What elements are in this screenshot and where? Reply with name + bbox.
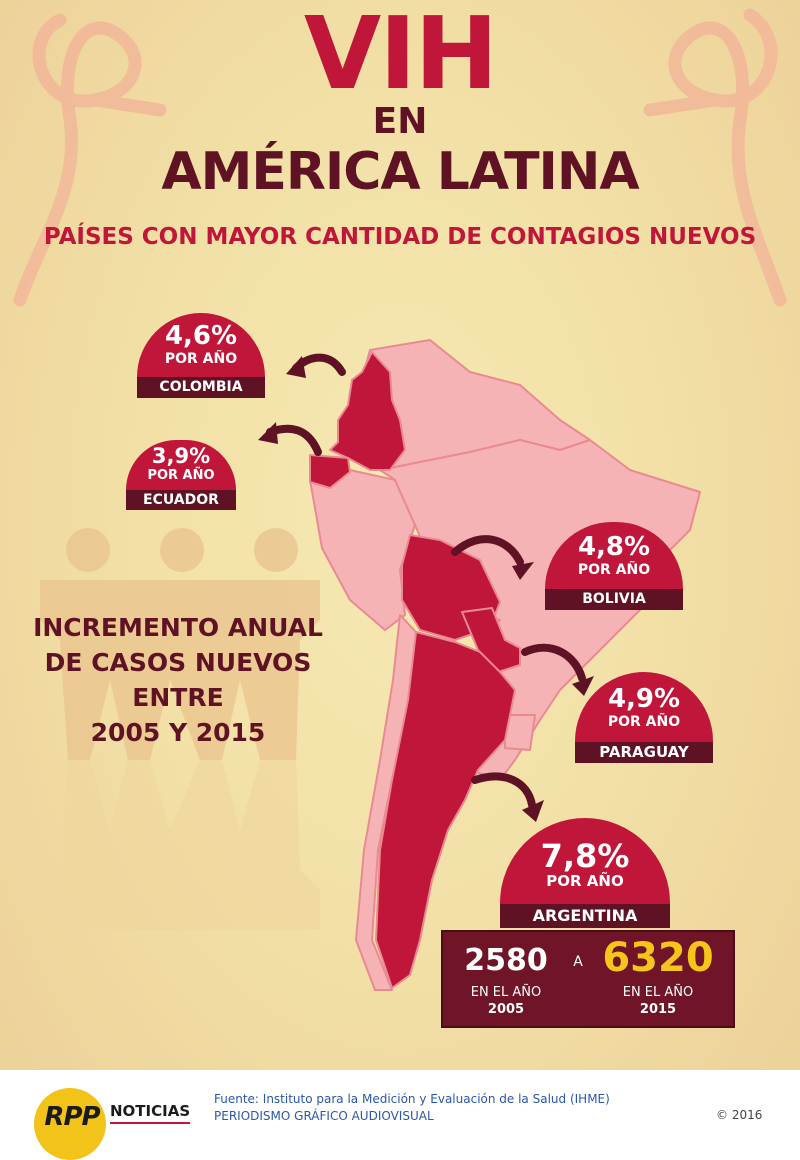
cases-connector: A	[573, 954, 583, 970]
ribbon-left-icon	[13, 13, 167, 307]
title-region: AMÉRICA LATINA	[161, 142, 639, 202]
title-connector: EN	[372, 101, 428, 142]
increment-description: INCREMENTO ANUAL DE CASOS NUEVOS ENTRE 2…	[18, 610, 338, 750]
cases-2005-year: 2005	[487, 1002, 525, 1017]
badge-paraguay-country: PARAGUAY	[575, 742, 713, 763]
badge-ecuador-per-year: POR AÑO	[147, 468, 215, 483]
badge-colombia-per-year: POR AÑO	[164, 351, 238, 367]
badge-ecuador-value: 3,9%	[151, 444, 211, 468]
arrow-paraguay-icon	[521, 643, 586, 682]
badge-colombia: 4,6% POR AÑO COLOMBIA	[137, 313, 265, 398]
page-title: VIH	[303, 0, 498, 112]
badge-colombia-value: 4,6%	[164, 321, 238, 351]
rpp-logo-text: RPP	[44, 1102, 100, 1132]
badge-ecuador-country: ECUADOR	[126, 490, 236, 510]
cases-2005-value: 2580	[464, 943, 548, 978]
source-text: Fuente: Instituto para la Medición y Eva…	[214, 1092, 610, 1106]
argentina-cases-box: 2580 A 6320 EN EL AÑO 2005 EN EL AÑO 201…	[441, 930, 735, 1028]
rpp-logo-icon	[34, 1088, 106, 1160]
cases-2005-year-label: EN EL AÑO	[470, 985, 542, 1000]
increment-line-3: ENTRE	[132, 683, 224, 712]
map-argentina	[375, 631, 516, 989]
increment-line-4: 2005 Y 2015	[90, 718, 266, 747]
unit-text: PERIODISMO GRÁFICO AUDIOVISUAL	[214, 1109, 434, 1123]
map-ecuador	[309, 454, 351, 489]
cases-2005-label: EN EL AÑO 2005	[451, 984, 561, 1018]
map-peru	[309, 469, 416, 631]
badge-argentina-per-year: POR AÑO	[546, 872, 624, 890]
badge-bolivia-country: BOLIVIA	[545, 589, 683, 610]
badge-bolivia-per-year: POR AÑO	[577, 562, 651, 578]
arrow-argentina-icon	[471, 772, 536, 809]
cases-2015-year-label: EN EL AÑO	[622, 985, 694, 1000]
increment-line-2: DE CASOS NUEVOS	[44, 648, 312, 677]
badge-argentina: 7,8% POR AÑO ARGENTINA	[500, 818, 670, 928]
cases-2015-value: 6320	[602, 935, 714, 981]
arrows	[266, 353, 586, 809]
badge-colombia-country: COLOMBIA	[137, 377, 265, 398]
cases-2015-label: EN EL AÑO 2015	[593, 984, 723, 1018]
increment-line-1: INCREMENTO ANUAL	[33, 613, 323, 642]
south-america-map	[309, 339, 701, 991]
badge-argentina-value: 7,8%	[540, 837, 630, 875]
copyright: © 2016	[716, 1108, 763, 1122]
footer-source: Fuente: Instituto para la Medición y Eva…	[214, 1091, 610, 1125]
ribbon-right-icon	[643, 8, 787, 307]
badge-paraguay-per-year: POR AÑO	[607, 714, 681, 730]
badge-ecuador: 3,9% POR AÑO ECUADOR	[126, 440, 236, 510]
footer: RPP NOTICIAS Fuente: Instituto para la M…	[0, 1070, 800, 1160]
badge-bolivia-value: 4,8%	[577, 532, 651, 562]
paper-people-icon	[40, 528, 320, 760]
page-subtitle: PAÍSES CON MAYOR CANTIDAD DE CONTAGIOS N…	[43, 224, 757, 250]
badge-paraguay: 4,9% POR AÑO PARAGUAY	[575, 672, 713, 763]
arrow-bolivia-icon	[451, 535, 524, 566]
badge-paraguay-value: 4,9%	[607, 684, 681, 714]
brand-noticias: NOTICIAS	[110, 1102, 191, 1124]
paper-people-reflection-icon	[40, 760, 320, 930]
badge-argentina-country: ARGENTINA	[500, 904, 670, 928]
cases-2015-year: 2015	[639, 1002, 677, 1017]
badge-bolivia: 4,8% POR AÑO BOLIVIA	[545, 522, 683, 610]
